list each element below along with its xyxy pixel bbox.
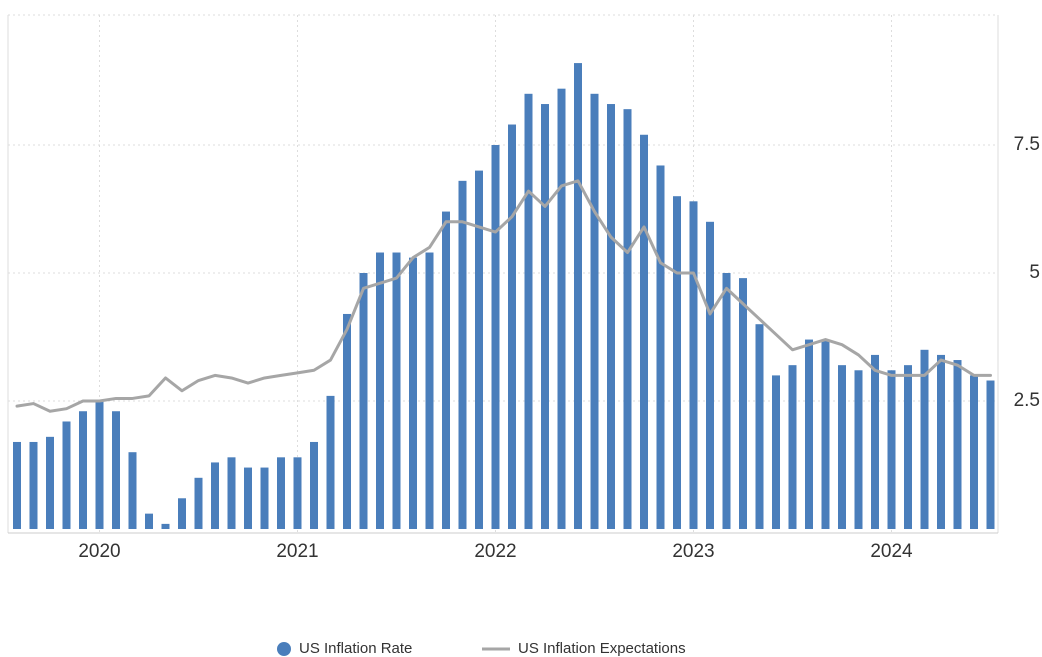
- bar: [425, 252, 434, 529]
- bar: [739, 278, 747, 529]
- x-tick-label: 2023: [672, 541, 714, 562]
- bar: [227, 457, 236, 529]
- bar: [29, 441, 38, 529]
- y-tick-label: 2.5: [1014, 390, 1040, 411]
- bar: [112, 411, 120, 529]
- bar: [574, 63, 582, 529]
- bar: [541, 104, 549, 529]
- x-tick-label: 2022: [474, 541, 516, 562]
- bar: [128, 452, 137, 529]
- bar: [161, 523, 170, 529]
- bar: [640, 134, 648, 529]
- bar: [79, 411, 87, 529]
- bar: [293, 457, 302, 529]
- bar: [392, 252, 401, 529]
- y-tick-label: 7.5: [1014, 134, 1040, 155]
- bar: [194, 477, 203, 529]
- bar: [277, 457, 285, 529]
- bar: [986, 380, 995, 529]
- bar: [376, 252, 384, 529]
- bar: [260, 467, 269, 529]
- legend-label: US Inflation Rate: [299, 640, 412, 657]
- bar: [970, 375, 978, 529]
- bar: [13, 441, 21, 529]
- bar: [46, 436, 54, 529]
- bar: [689, 201, 698, 529]
- bar: [442, 211, 450, 529]
- bar: [211, 462, 219, 529]
- x-tick-label: 2021: [276, 541, 318, 562]
- bar: [904, 365, 912, 529]
- bar: [475, 170, 483, 529]
- bar: [755, 324, 764, 529]
- bar: [310, 441, 318, 529]
- legend-swatch: [277, 642, 291, 656]
- line: [15, 179, 992, 413]
- bar: [623, 109, 632, 529]
- bar: [953, 360, 962, 529]
- bar: [557, 88, 566, 530]
- bar: [656, 165, 665, 530]
- bar: [805, 339, 813, 529]
- bar: [508, 124, 516, 530]
- bar: [854, 370, 863, 529]
- bar: [871, 354, 879, 529]
- bar: [359, 273, 368, 529]
- bar: [458, 180, 467, 529]
- legend-label: US Inflation Expectations: [518, 640, 686, 657]
- bar: [607, 104, 615, 529]
- bar: [244, 467, 252, 529]
- bar: [145, 513, 153, 529]
- bar: [409, 257, 417, 529]
- bar: [887, 370, 896, 529]
- bar: [491, 145, 500, 529]
- bar: [838, 365, 846, 529]
- bar: [524, 93, 533, 530]
- bar: [343, 313, 351, 529]
- x-tick-label: 2020: [78, 541, 120, 562]
- bar: [62, 421, 71, 529]
- bar: [788, 365, 797, 529]
- bar: [178, 498, 186, 529]
- bar: [772, 375, 780, 529]
- bar: [673, 196, 681, 529]
- bar: [706, 221, 714, 530]
- y-tick-label: 5: [1029, 262, 1040, 283]
- bar: [937, 354, 945, 529]
- bar: [326, 395, 335, 529]
- bar: [590, 93, 599, 530]
- bar: [821, 339, 830, 529]
- x-tick-label: 2024: [870, 541, 913, 562]
- bar: [722, 273, 731, 529]
- bar: [95, 401, 104, 529]
- bar: [920, 349, 929, 529]
